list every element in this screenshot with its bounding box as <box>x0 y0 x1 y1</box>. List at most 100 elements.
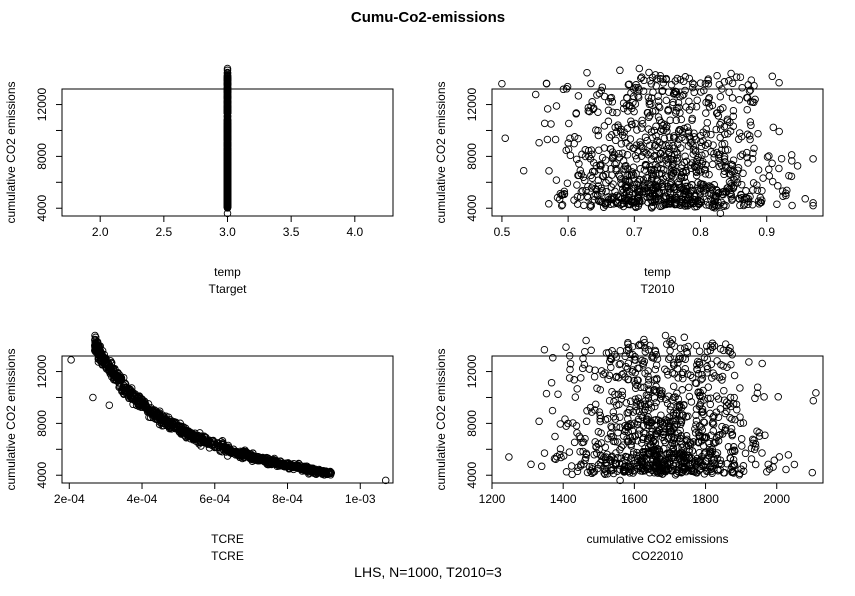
scatter-point <box>546 168 553 175</box>
y-tick-label: 12000 <box>465 355 479 389</box>
scatter-point <box>574 386 581 393</box>
scatter-point <box>595 461 602 468</box>
scatter-point <box>755 130 762 137</box>
scatter-point <box>650 89 657 96</box>
y-tick-label: 4000 <box>35 462 49 489</box>
scatter-point <box>751 145 758 152</box>
scatter-point <box>759 450 766 457</box>
scatter-points <box>499 65 817 217</box>
scatter-point <box>810 397 817 404</box>
x-axis-sublabel: CO22010 <box>632 549 684 563</box>
scatter-point <box>617 67 624 74</box>
scatter-point <box>574 201 581 208</box>
scatter-point <box>737 385 744 392</box>
scatter-point <box>776 128 783 135</box>
scatter-point <box>572 394 579 401</box>
scatter-point <box>759 360 766 367</box>
scatter-point <box>721 79 728 86</box>
scatter-panel-tcre: 2e-04 4e-04 6e-04 8e-04 1e-034000800012000TC… <box>4 332 393 563</box>
x-axis-sublabel: T2010 <box>640 282 674 296</box>
scatter-point <box>549 407 556 414</box>
scatter-point <box>575 93 582 100</box>
scatter-point <box>536 139 543 146</box>
scatter-point <box>567 152 574 159</box>
scatter-point <box>802 196 809 203</box>
scatter-point <box>670 383 677 390</box>
scatter-point <box>604 416 611 423</box>
scatter-point <box>750 187 757 194</box>
scatter-point <box>555 391 562 398</box>
scatter-point <box>774 201 781 208</box>
scatter-point <box>809 469 816 476</box>
scatter-point <box>583 337 590 344</box>
scatter-point <box>737 202 744 209</box>
scatter-point <box>548 379 555 386</box>
scatter-point <box>541 346 548 353</box>
x-axis-sublabel: Ttarget <box>208 282 247 296</box>
scatter-point <box>776 454 783 461</box>
scatter-point <box>588 80 595 87</box>
x-tick-label: 2.0 <box>92 225 109 239</box>
scatter-point <box>721 387 728 394</box>
scatter-point <box>605 376 612 383</box>
scatter-point <box>717 93 724 100</box>
scatter-point <box>675 375 682 382</box>
scatter-point <box>694 97 701 104</box>
x-tick-label: 2.5 <box>156 225 173 239</box>
scatter-point <box>538 463 545 470</box>
scatter-point <box>543 390 550 397</box>
scatter-point <box>563 344 570 351</box>
x-tick-label: 6e-04 <box>199 492 230 506</box>
scatter-point <box>775 183 782 190</box>
x-axis-sublabel: TCRE <box>211 549 244 563</box>
scatter-panel-t2010: 0.5 0.6 0.7 0.8 0.9 4000 8000 12000 temp T2010 cum… <box>434 65 823 296</box>
scatter-point <box>543 80 550 87</box>
scatter-point <box>731 372 738 379</box>
scatter-point <box>591 373 598 380</box>
scatter-point <box>566 120 573 127</box>
scatter-point <box>705 384 712 391</box>
scatter-point <box>785 452 792 459</box>
y-tick-label: 4000 <box>35 195 49 222</box>
scatter-point <box>550 354 557 361</box>
scatter-point <box>714 72 721 79</box>
scatter-point <box>532 91 539 98</box>
scatter-point <box>579 365 586 372</box>
x-tick-label: 0.6 <box>560 225 577 239</box>
scatter-point <box>595 109 602 116</box>
scatter-point <box>668 81 675 88</box>
scatter-point <box>783 466 790 473</box>
scatter-point <box>617 347 624 354</box>
y-tick-label: 4000 <box>465 462 479 489</box>
scatter-point <box>663 97 670 104</box>
scatter-point <box>605 107 612 114</box>
scatter-point <box>791 461 798 468</box>
y-tick-label: 12000 <box>465 88 479 122</box>
scatter-point <box>544 106 551 113</box>
scatter-point <box>752 461 759 468</box>
scatter-point <box>574 182 581 189</box>
chart-subtitle: LHS, N=1000, T2010=3 <box>354 564 502 580</box>
x-tick-label: 1400 <box>550 492 577 506</box>
x-tick-label: 1e-03 <box>345 492 376 506</box>
y-axis-label: cumulative CO2 emissions <box>434 348 448 490</box>
scatter-point <box>766 173 773 180</box>
scatter-point <box>718 361 725 368</box>
y-axis-label: cumulative CO2 emissions <box>434 81 448 223</box>
scatter-point <box>738 181 745 188</box>
scatter-point <box>552 136 559 143</box>
scatter-point <box>748 77 755 84</box>
scatter-point <box>544 136 551 143</box>
scatter-point <box>729 95 736 102</box>
x-tick-label: 4e-04 <box>127 492 158 506</box>
scatter-point <box>692 426 699 433</box>
scatter-point <box>776 79 783 86</box>
scatter-point <box>742 450 749 457</box>
scatter-point <box>589 99 596 106</box>
scatter-point <box>667 347 674 354</box>
scatter-point <box>778 155 785 162</box>
scatter-point <box>553 103 560 110</box>
x-tick-label: 2000 <box>763 492 790 506</box>
scatter-points <box>506 332 820 484</box>
